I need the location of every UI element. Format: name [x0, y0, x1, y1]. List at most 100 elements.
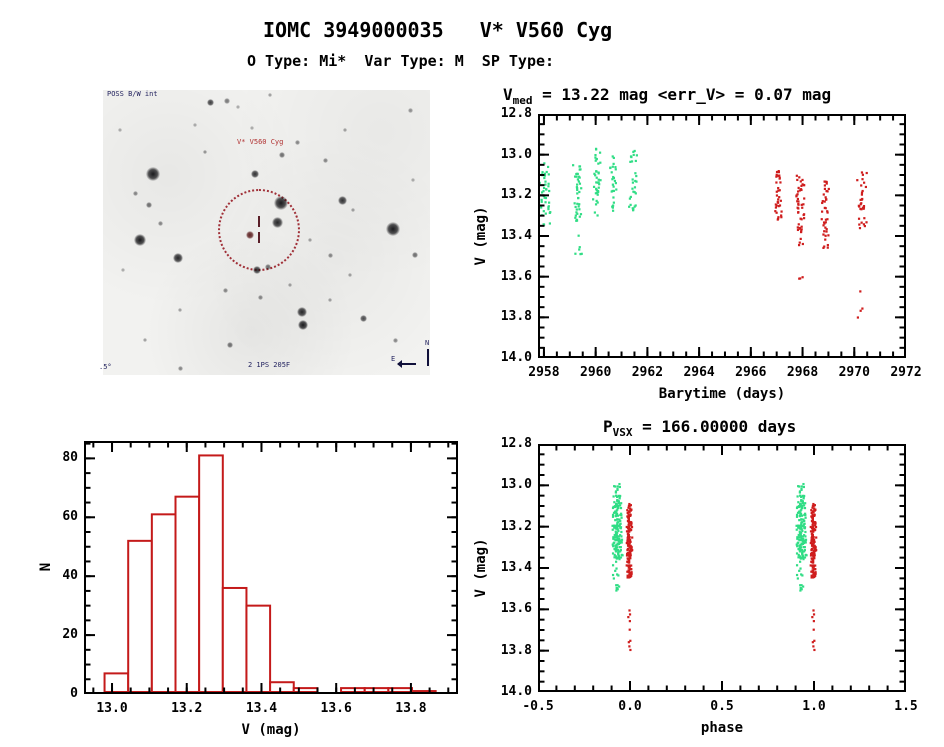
data-point	[630, 160, 634, 163]
data-point	[547, 182, 550, 185]
data-point	[821, 200, 824, 203]
data-point	[801, 521, 804, 524]
y-tick-label: 60	[62, 509, 78, 525]
data-point	[864, 185, 868, 189]
data-point	[628, 571, 631, 575]
lightcurve-plot: 2958 2960 2962 2964 2966 2968 2970 2972 12.8 13.0…	[501, 106, 922, 402]
data-point	[540, 198, 543, 201]
data-point	[618, 558, 621, 561]
data-point	[863, 217, 866, 220]
data-point	[628, 550, 632, 553]
data-point	[795, 194, 798, 197]
data-point	[802, 203, 805, 206]
data-point	[626, 576, 629, 579]
data-point	[812, 510, 815, 513]
data-point	[795, 564, 799, 567]
data-point	[627, 513, 630, 517]
x-tick-label: 2962	[631, 365, 664, 380]
data-point	[821, 201, 824, 205]
data-point	[616, 531, 619, 534]
data-point	[578, 203, 581, 206]
data-point	[796, 228, 800, 232]
data-point	[813, 507, 816, 510]
data-point	[811, 530, 814, 533]
data-point	[615, 495, 619, 499]
data-point	[578, 246, 581, 249]
data-point	[580, 187, 583, 190]
data-point	[811, 528, 814, 532]
y-tick-label: 80	[62, 450, 78, 466]
data-point	[614, 569, 617, 572]
data-point	[778, 196, 781, 199]
data-point	[617, 524, 620, 527]
data-point	[627, 517, 630, 520]
data-point	[616, 518, 619, 521]
compass-east-icon	[397, 360, 416, 368]
data-point	[778, 189, 781, 192]
data-point	[801, 574, 804, 577]
data-point	[613, 556, 616, 559]
data-point	[616, 573, 619, 576]
data-point	[628, 205, 631, 208]
data-point	[612, 176, 616, 180]
data-point	[777, 217, 780, 220]
data-point	[799, 509, 802, 512]
data-point	[804, 530, 807, 534]
data-point	[630, 525, 634, 529]
data-point	[863, 181, 866, 184]
data-point	[801, 556, 804, 559]
star	[386, 222, 400, 236]
data-point	[620, 538, 624, 541]
data-point	[618, 545, 621, 549]
data-point	[578, 165, 581, 168]
star	[146, 202, 152, 208]
data-point	[578, 248, 581, 251]
data-point	[800, 518, 803, 521]
data-point	[612, 511, 616, 514]
data-point	[613, 485, 616, 488]
data-point	[548, 222, 551, 225]
data-point	[594, 156, 597, 159]
x-tick-label: 13.8	[395, 701, 427, 716]
data-point	[804, 553, 807, 556]
star	[257, 294, 263, 300]
lightcurve-title: Vmed = 13.22 mag <err_V> = 0.07 mag	[503, 85, 831, 107]
data-point	[799, 514, 802, 517]
data-point	[799, 560, 802, 563]
hist-bar	[363, 687, 390, 694]
data-point	[799, 567, 802, 570]
data-point	[541, 171, 544, 174]
data-point	[615, 494, 618, 497]
data-point	[547, 201, 551, 204]
data-point	[549, 211, 552, 214]
data-point	[777, 189, 780, 192]
data-point	[610, 171, 613, 174]
data-point	[809, 530, 813, 533]
data-point	[824, 221, 827, 224]
histogram-xlabel: V (mag)	[241, 722, 301, 738]
data-point	[777, 216, 780, 219]
data-point	[546, 165, 550, 169]
data-point	[802, 518, 805, 521]
data-point	[860, 191, 864, 194]
data-point	[547, 173, 550, 176]
data-point	[800, 543, 804, 546]
data-point	[812, 502, 815, 506]
data-point	[576, 178, 580, 181]
data-point	[576, 202, 579, 205]
data-point	[862, 205, 866, 208]
data-point	[797, 547, 800, 551]
data-point	[615, 509, 618, 512]
data-point	[542, 186, 546, 190]
data-point	[616, 485, 619, 488]
phase-title: PVSX = 166.00000 days	[603, 417, 796, 439]
data-point	[780, 210, 783, 213]
data-point	[615, 589, 618, 592]
data-point	[824, 234, 827, 237]
y-tick-label: 14.0	[500, 684, 532, 699]
x-tick-label: 13.2	[171, 701, 203, 716]
data-point	[634, 159, 637, 163]
data-point	[628, 628, 631, 631]
y-tick-label: 13.6	[500, 601, 532, 617]
data-point	[798, 491, 801, 494]
